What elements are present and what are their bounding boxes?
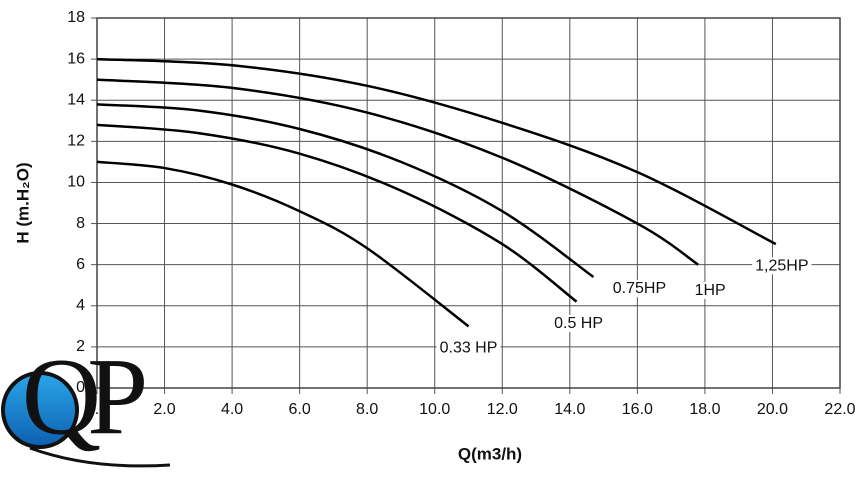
- x-tick-label: 14.0: [554, 401, 585, 418]
- y-tick-label: 8: [76, 215, 85, 232]
- curve: [96, 103, 595, 279]
- curve-label-bg: [752, 257, 812, 275]
- logo-text: QP: [22, 335, 144, 457]
- curve-label: 1,25HP: [755, 257, 808, 274]
- y-tick-label: 4: [76, 297, 85, 314]
- y-tick-label: 0: [76, 379, 85, 396]
- y-axis-label: H (m.H₂O): [13, 162, 32, 243]
- y-tick-label: 16: [67, 50, 85, 67]
- curve: [96, 57, 777, 246]
- x-tick-label: 12.0: [487, 401, 518, 418]
- x-tick-label: 2.0: [153, 401, 175, 418]
- y-tick-label: 2: [76, 338, 85, 355]
- curve: [96, 78, 699, 266]
- y-tick-label: 18: [67, 9, 85, 26]
- curve-label-bg: [436, 339, 501, 357]
- x-tick-label: 20.0: [757, 401, 788, 418]
- y-tick-label: 14: [67, 91, 85, 108]
- x-tick-label: 22.0: [824, 401, 855, 418]
- y-tick-label: 6: [76, 256, 85, 273]
- curve-label: 0.33 HP: [440, 340, 498, 357]
- x-tick-label: 6.0: [289, 401, 311, 418]
- y-tick-label: 12: [67, 133, 85, 150]
- logo-circle: [1, 371, 79, 449]
- x-tick-label: 18.0: [689, 401, 720, 418]
- curve-label-bg: [609, 280, 670, 298]
- curve-label-bg: [691, 281, 729, 299]
- plot: 0 2 4 6 8 10 12 14 16 18 0.0 2.0 4.0 6.0 8.0 10.0 12.0 14…: [67, 9, 855, 418]
- logo-tail: [29, 446, 171, 468]
- y-tick-label: 10: [67, 174, 85, 191]
- curve-label-group: 0.33 HP: [436, 339, 501, 357]
- curve-label: 0.5 HP: [554, 315, 603, 332]
- x-axis-label: Q(m3/h): [458, 444, 522, 463]
- curve: [96, 160, 470, 328]
- x-tick-label: 10.0: [419, 401, 450, 418]
- curve-label-group: 0.75HP: [609, 280, 670, 298]
- x-tick-label: 8.0: [356, 401, 378, 418]
- curve-label: 0.75HP: [613, 280, 666, 297]
- plot-frame: [96, 17, 841, 389]
- x-tick-label: 16.0: [622, 401, 653, 418]
- curve-label: 1HP: [695, 282, 726, 299]
- x-tick-label: 0.0: [86, 401, 108, 418]
- x-tick-label: 4.0: [221, 401, 243, 418]
- curve-label-bg: [551, 314, 607, 332]
- curve-label-group: 1HP: [691, 281, 729, 299]
- curve-label-group: 0.5 HP: [551, 314, 607, 332]
- logo: QP: [1, 335, 171, 468]
- curve-label-group: 1,25HP: [752, 257, 812, 275]
- curve: [96, 123, 578, 303]
